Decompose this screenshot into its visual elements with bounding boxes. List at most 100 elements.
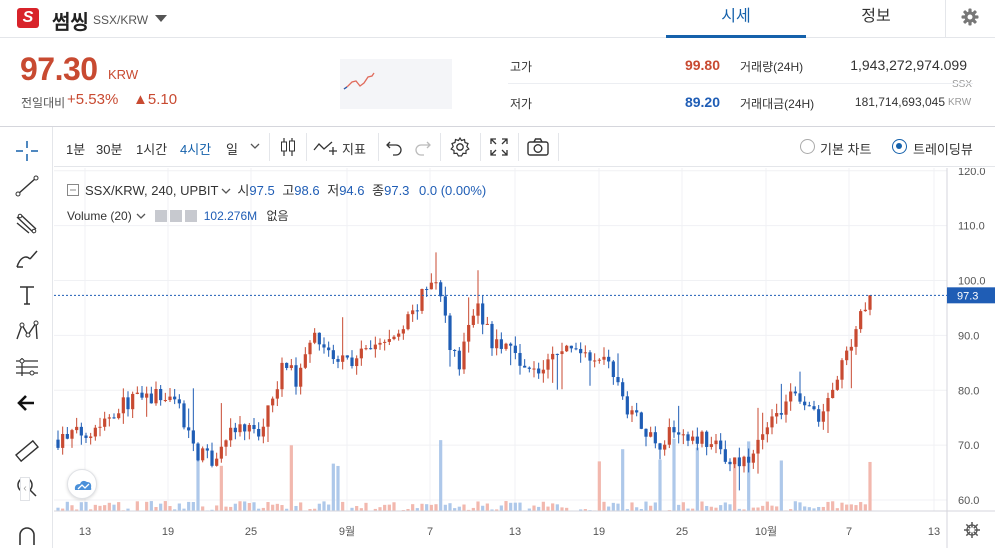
chevron-down-icon[interactable] [136, 212, 146, 220]
toolbar-divider [306, 133, 307, 161]
trend-line-icon[interactable] [12, 172, 42, 200]
chevron-down-icon[interactable] [155, 15, 167, 22]
candle-body [191, 430, 195, 444]
candle-body [205, 448, 209, 451]
candle-style-icon[interactable] [279, 136, 297, 158]
mini-chart[interactable] [340, 59, 452, 109]
candle-body [173, 396, 177, 400]
interval-day[interactable]: 일 [226, 142, 238, 157]
crosshair-icon[interactable] [12, 137, 42, 165]
ruler-icon[interactable] [12, 437, 42, 465]
gear-icon[interactable] [449, 136, 471, 158]
volume-bar [583, 509, 587, 511]
chevron-down-icon[interactable] [250, 142, 260, 150]
candle-body [56, 439, 60, 448]
interval-1m[interactable]: 1분 [66, 142, 86, 157]
candle-body [187, 427, 191, 431]
x-tick-label: 10월 [755, 525, 777, 538]
candle-body [509, 343, 513, 346]
volume-bar [565, 507, 569, 511]
close-icon[interactable] [185, 210, 198, 222]
candle-body [784, 401, 788, 415]
candle-body [579, 348, 583, 354]
fib-tool-icon[interactable] [12, 209, 42, 237]
price-chart[interactable]: 13 19 25 9월 7 13 19 25 10월 7 13 120.0 110.0 100.0 90.0… [54, 166, 995, 548]
candle-body [140, 392, 144, 398]
candle-body [849, 346, 853, 351]
settings-icon[interactable] [170, 210, 183, 222]
eye-icon[interactable] [155, 210, 168, 222]
volume-bar [616, 503, 620, 511]
x-tick-label: 19 [593, 526, 605, 538]
text-tool-icon[interactable] [12, 281, 42, 309]
candle-body [728, 461, 732, 465]
tab-price[interactable]: 시세 [666, 0, 806, 38]
y-tick-label: 80.0 [958, 385, 979, 397]
interval-1h[interactable]: 1시간 [136, 142, 168, 157]
volume-bar [854, 505, 858, 511]
volume-bar [215, 505, 219, 511]
settings-button[interactable] [945, 0, 995, 38]
magnet-icon[interactable] [12, 521, 42, 548]
undo-icon[interactable] [385, 138, 403, 156]
candle-body [201, 448, 205, 461]
prediction-icon[interactable] [12, 353, 42, 381]
tradingview-radio[interactable] [892, 139, 907, 154]
coin-name[interactable]: 썸씽 [52, 12, 89, 34]
volume-bar [112, 504, 116, 511]
chart-logo-button[interactable] [67, 469, 97, 499]
brush-icon[interactable] [12, 245, 42, 273]
candle-body [546, 359, 550, 370]
candle-body [803, 401, 807, 406]
basic-chart-radio[interactable] [800, 139, 815, 154]
legend-symbol[interactable]: SSX/KRW, 240, UPBIT [85, 183, 219, 198]
price-summary: 97.30 KRW 전일대비 +5.53% ▲5.10 고가 99.80 거래량… [0, 39, 995, 127]
candle-body [649, 432, 653, 437]
tradingview-label[interactable]: 트레이딩뷰 [913, 142, 973, 157]
volume-bar [485, 503, 489, 511]
legend-high-label: 고 [282, 183, 295, 198]
volume-bar [341, 501, 345, 511]
candle-body [677, 432, 681, 435]
chart-legend: SSX/KRW, 240, UPBIT 시97.5 고98.6 저94.6 종97… [67, 180, 486, 199]
volume-bar [807, 507, 811, 511]
candle-body [289, 365, 293, 368]
x-tick-label: 13 [79, 526, 91, 538]
tab-info[interactable]: 정보 [861, 8, 891, 25]
pattern-icon[interactable] [12, 317, 42, 345]
interval-30m[interactable]: 30분 [96, 142, 123, 157]
indicator-icon[interactable] [312, 136, 338, 158]
candlestick-chart[interactable]: 13 19 25 9월 7 13 19 25 10월 7 13 120.0 110.0 100.0 90.0… [54, 166, 995, 548]
y-tick-label: 100.0 [958, 276, 986, 288]
candle-body [341, 355, 345, 362]
fullscreen-icon[interactable] [489, 137, 509, 157]
volume-name[interactable]: Volume (20) [67, 209, 132, 223]
volume-bar [443, 504, 447, 511]
volume-bar [719, 505, 723, 511]
camera-icon[interactable] [526, 137, 550, 157]
legend-open: 97.5 [249, 183, 275, 198]
candle-body [523, 365, 527, 368]
collapse-legend-icon[interactable] [67, 184, 79, 196]
volume-bar [537, 506, 541, 511]
candle-body [845, 350, 849, 361]
volume-bar [863, 504, 867, 511]
candle-body [658, 443, 662, 450]
interval-4h[interactable]: 4시간 [180, 142, 212, 157]
volume-bar [257, 508, 261, 511]
toolbar-divider [378, 133, 379, 161]
volume-bar [173, 509, 177, 511]
indicator-button[interactable]: 지표 [342, 142, 366, 157]
candle-body [257, 429, 261, 437]
redo-icon[interactable] [414, 138, 432, 156]
current-price-label: 97.3 [957, 290, 978, 302]
candle-body [565, 345, 569, 352]
candle-body [635, 410, 639, 413]
collapse-toolbar-button[interactable]: ‹ [20, 477, 30, 501]
arrow-left-icon[interactable] [12, 389, 42, 417]
candle-body [663, 444, 667, 450]
coin-pair[interactable]: SSX/KRW [93, 13, 149, 27]
basic-chart-label[interactable]: 기본 차트 [820, 142, 872, 157]
candle-body [397, 333, 401, 337]
chevron-down-icon[interactable] [221, 187, 231, 195]
